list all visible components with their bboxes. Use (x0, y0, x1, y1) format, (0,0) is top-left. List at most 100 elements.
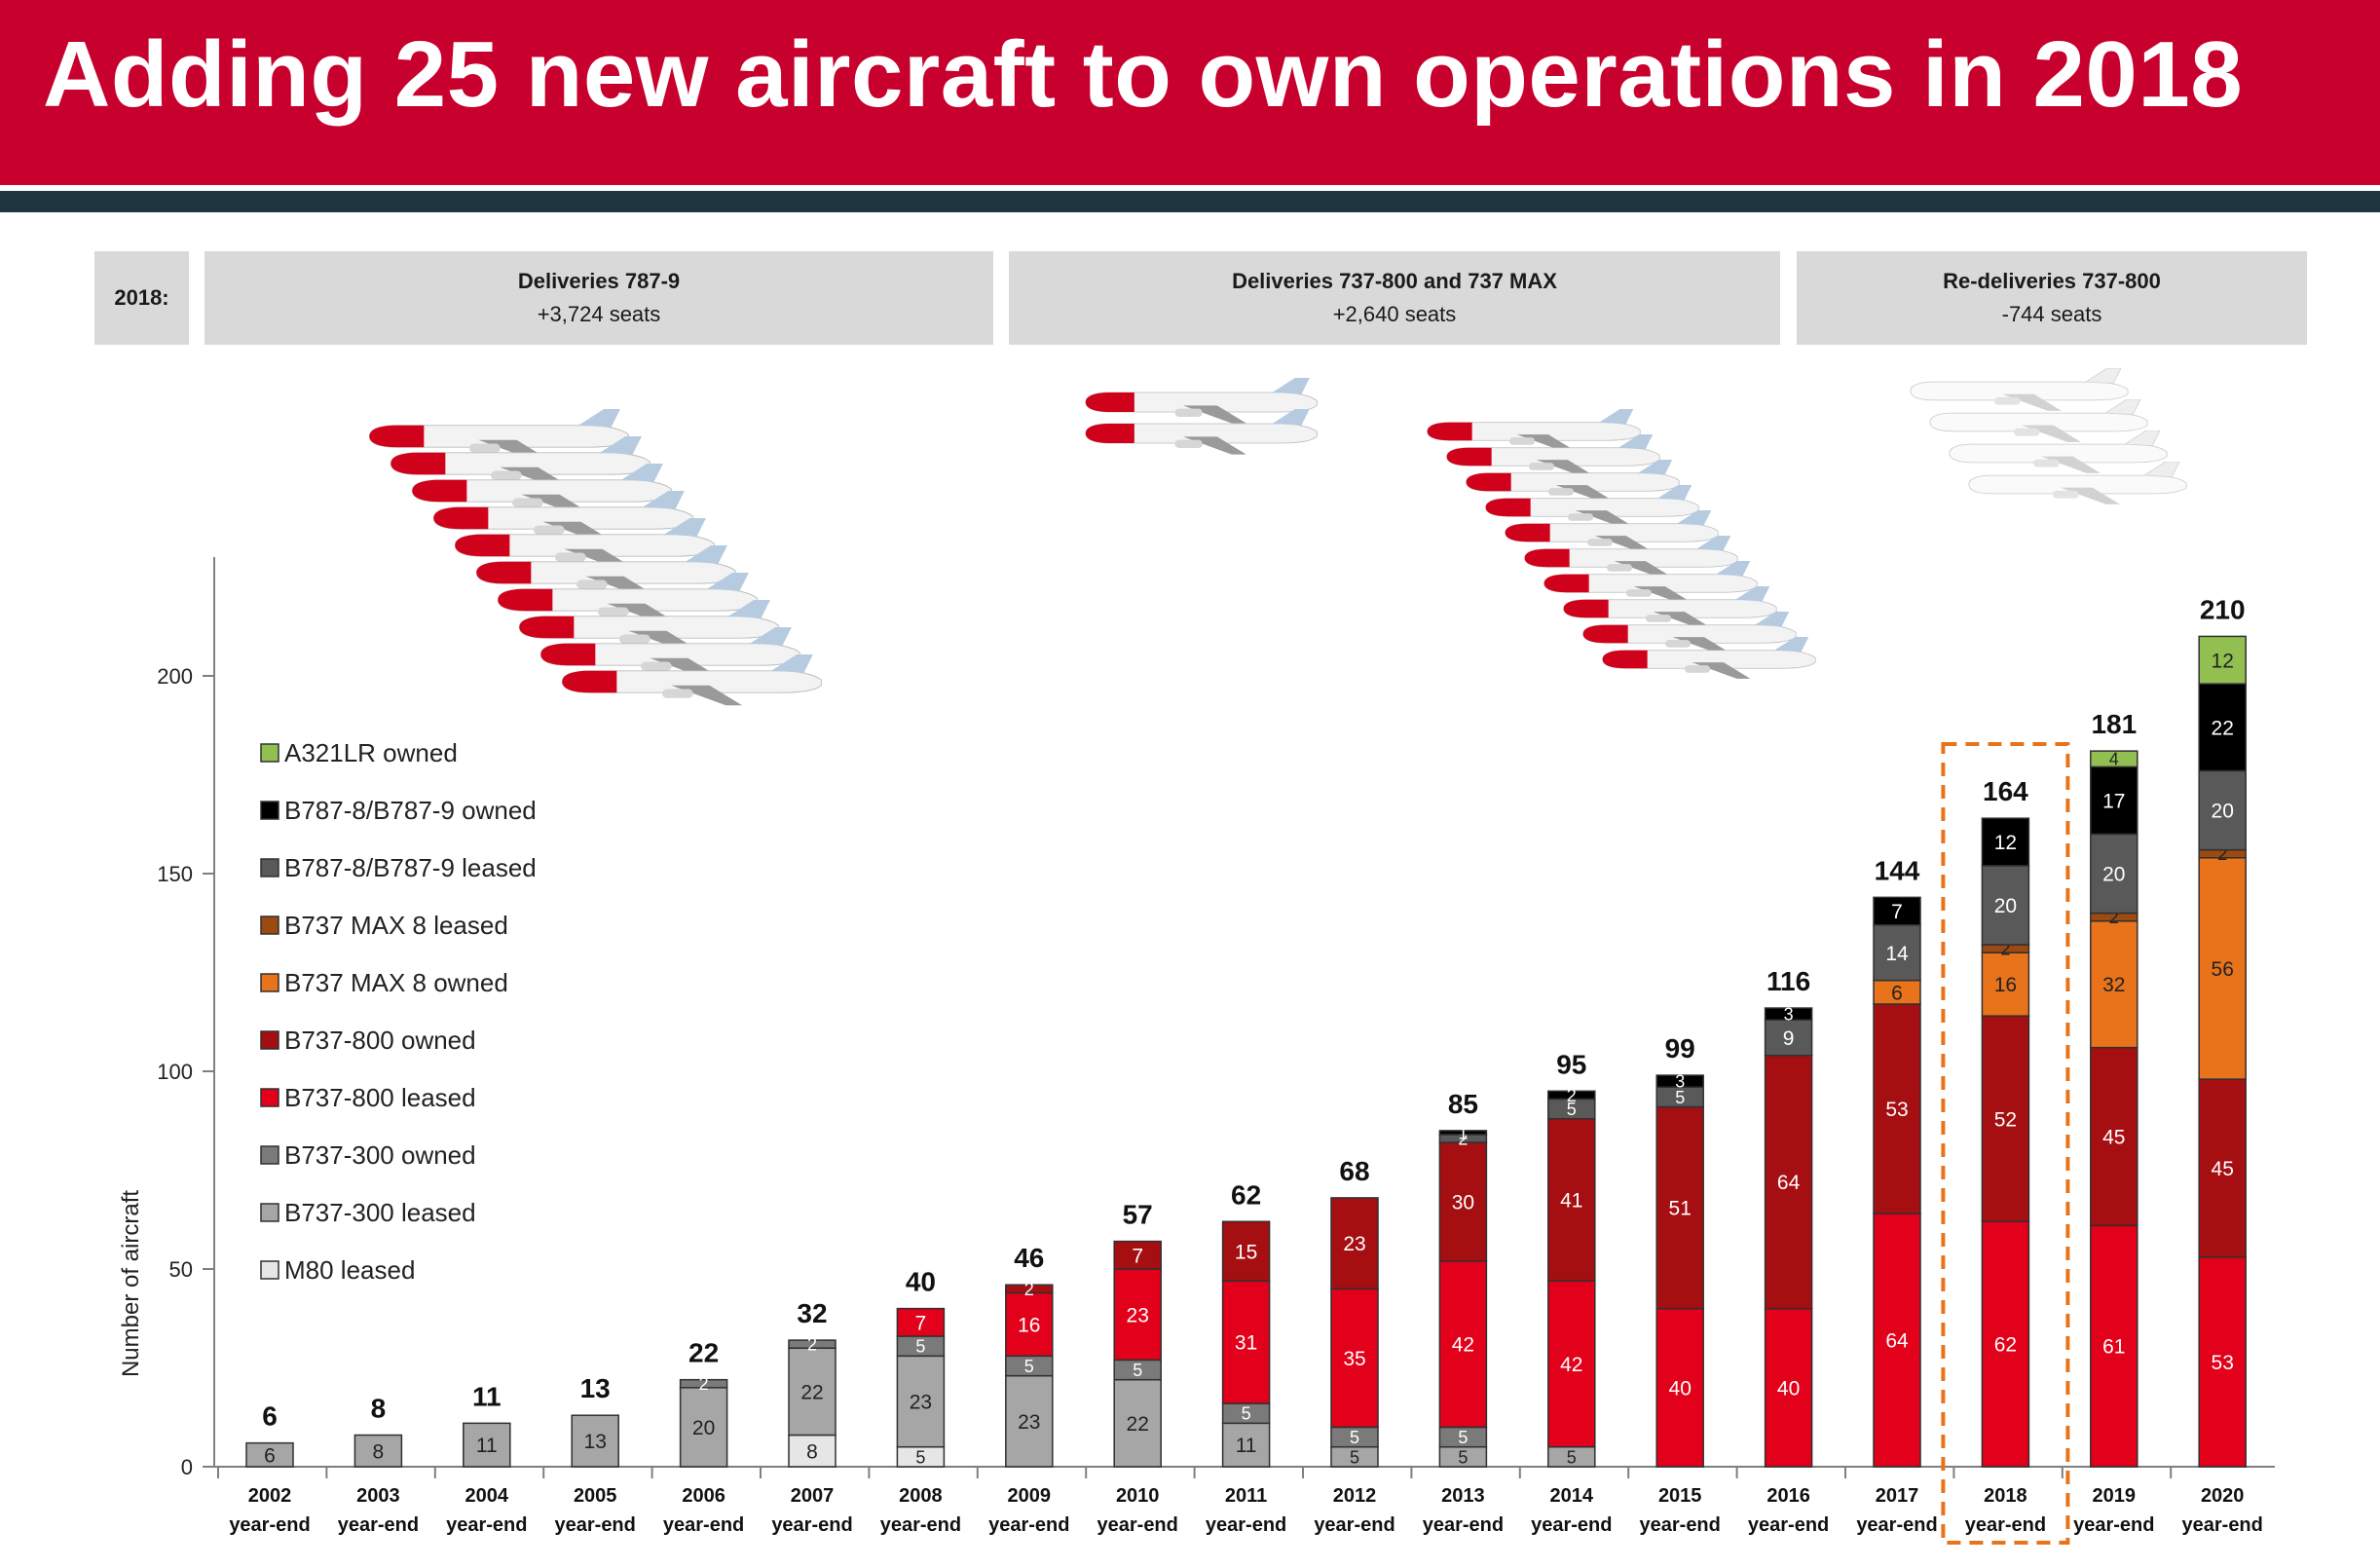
bar-value-label: 64 (1885, 1330, 1909, 1353)
bar-value-label: 5 (915, 1447, 925, 1467)
bar-total-label: 32 (797, 1298, 827, 1328)
x-tick-sublabel: year-end (1097, 1514, 1178, 1536)
x-tick-label: 2018 (1984, 1485, 2027, 1507)
redeliveries-737-heading: Re-deliveries 737-800 (1943, 269, 2161, 293)
bar-value-label: 11 (1236, 1435, 1257, 1457)
bars: 6688111113132022282223252357402351624622… (245, 594, 2247, 1468)
deliveries-787-seats: +3,724 seats (537, 302, 661, 326)
bar-value-label: 3 (1675, 1072, 1685, 1092)
legend-label: B737-300 owned (284, 1140, 476, 1170)
legend-label: B737 MAX 8 owned (284, 968, 508, 997)
y-ticks: 0 50 100 150 200 (157, 664, 214, 1479)
bar-value-label: 15 (1235, 1241, 1257, 1263)
legend-item: B737-800 owned (260, 1026, 476, 1055)
bar-value-label: 5 (1350, 1428, 1359, 1447)
banner-divider (0, 185, 2380, 191)
bar-total-label: 57 (1123, 1200, 1153, 1230)
bar-value-label: 5 (1458, 1428, 1468, 1447)
bar-stack-2019: 61 45 32 2 20 17 4 181 (2090, 709, 2138, 1468)
bar-total-label: 99 (1665, 1033, 1695, 1064)
bar-total-label: 164 (1983, 776, 2028, 806)
bar-segment (2090, 750, 2138, 768)
legend-item: B737-800 leased (260, 1083, 476, 1112)
bar-value-label: 11 (476, 1435, 498, 1457)
bar-value-label: 2 (807, 1335, 817, 1355)
bar-value-label: 3 (1784, 1005, 1794, 1025)
bar-total-label: 85 (1448, 1089, 1478, 1119)
bar-segment (788, 1347, 837, 1437)
legend-item: B737 MAX 8 leased (260, 911, 508, 940)
bar-value-label: 52 (1994, 1108, 2017, 1131)
bar-value-label: 23 (910, 1392, 932, 1414)
legend-label: B737-300 leased (284, 1198, 476, 1227)
x-tick-label: 2006 (682, 1485, 725, 1507)
bar-stack-2005: 13 13 (571, 1373, 619, 1468)
y-axis-title: Number of aircraft (118, 1190, 144, 1377)
legend-item: M80 leased (260, 1255, 415, 1285)
bar-value-label: 5 (1133, 1361, 1142, 1380)
bar-value-label: 7 (915, 1312, 927, 1334)
bar-segment (2090, 765, 2138, 836)
bar-total-label: 68 (1339, 1156, 1369, 1186)
x-tick-sublabel: year-end (1423, 1514, 1504, 1536)
bar-total-label: 181 (2091, 709, 2137, 739)
x-tick-label: 2002 (248, 1485, 292, 1507)
bar-value-label: 2 (1567, 1086, 1577, 1105)
legend-label: B787-8/B787-9 leased (284, 853, 537, 882)
bar-value-label: 23 (1343, 1233, 1365, 1255)
bar-stack-2002: 66 (245, 1401, 294, 1468)
bar-value-label: 61 (2102, 1336, 2125, 1359)
bar-segment (1981, 817, 2030, 867)
aircraft-787-9-fleet-icon (368, 409, 822, 706)
x-tick-sublabel: year-end (1531, 1514, 1612, 1536)
legend-label: M80 leased (284, 1255, 415, 1285)
bar-segment (571, 1414, 619, 1468)
bar-stack-2011: 11 5 31 15 62 (1221, 1179, 1271, 1468)
bar-value-label: 30 (1452, 1192, 1474, 1214)
x-tick-sublabel: year-end (1748, 1514, 1829, 1536)
bar-value-label: 2 (2217, 844, 2227, 864)
bar-value-label: 62 (1994, 1334, 2017, 1357)
bar-stack-2018: 62 52 16 2 20 12 164 (1981, 776, 2030, 1468)
bar-stack-2003: 88 (353, 1394, 403, 1468)
bar-value-label: 5 (915, 1337, 925, 1357)
bar-segment (1438, 1260, 1488, 1429)
bar-segment (1547, 1280, 1596, 1448)
bar-total-label: 62 (1231, 1179, 1261, 1210)
legend-item: B787-8/B787-9 owned (260, 796, 537, 825)
bar-stack-2015: 40 51 53 99 (1655, 1033, 1704, 1468)
bar-value-label: 35 (1343, 1348, 1365, 1370)
bar-segment (245, 1441, 294, 1468)
bar-value-label: 2 (2000, 940, 2010, 959)
x-tick-label: 2003 (356, 1485, 400, 1507)
bar-total-label: 116 (1766, 966, 1810, 996)
bar-value-label: 8 (806, 1440, 818, 1463)
bar-segment (1547, 1090, 1596, 1101)
bar-segment (1655, 1074, 1704, 1088)
legend-item: B787-8/B787-9 leased (260, 853, 537, 882)
legend-swatch (260, 743, 279, 763)
bar-segment (2198, 1078, 2247, 1258)
bar-value-label: 16 (1018, 1314, 1040, 1336)
x-tick-label: 2015 (1658, 1485, 1702, 1507)
bar-value-label: 64 (1777, 1172, 1801, 1194)
legend-swatch (260, 801, 279, 820)
legend-label: B737 MAX 8 leased (284, 911, 508, 940)
x-tick-sublabel: year-end (771, 1514, 852, 1536)
bar-segment (1113, 1240, 1162, 1270)
legend-label: B787-8/B787-9 owned (284, 796, 537, 825)
bar-value-label: 45 (2102, 1127, 2125, 1149)
bar-value-label: 40 (1777, 1377, 1800, 1400)
page-title: Adding 25 new aircraft to own operations… (43, 22, 2244, 127)
x-tick-label: 2008 (899, 1485, 943, 1507)
bar-segment (1764, 1307, 1813, 1468)
x-tick-sublabel: year-end (1206, 1514, 1286, 1536)
bar-segment (679, 1387, 728, 1468)
x-tick-sublabel: year-end (663, 1514, 744, 1536)
bar-value-label: 40 (1669, 1377, 1692, 1400)
deliveries-737-heading: Deliveries 737-800 and 737 MAX (1232, 269, 1557, 293)
highlight-2018-box (1941, 742, 2070, 1545)
